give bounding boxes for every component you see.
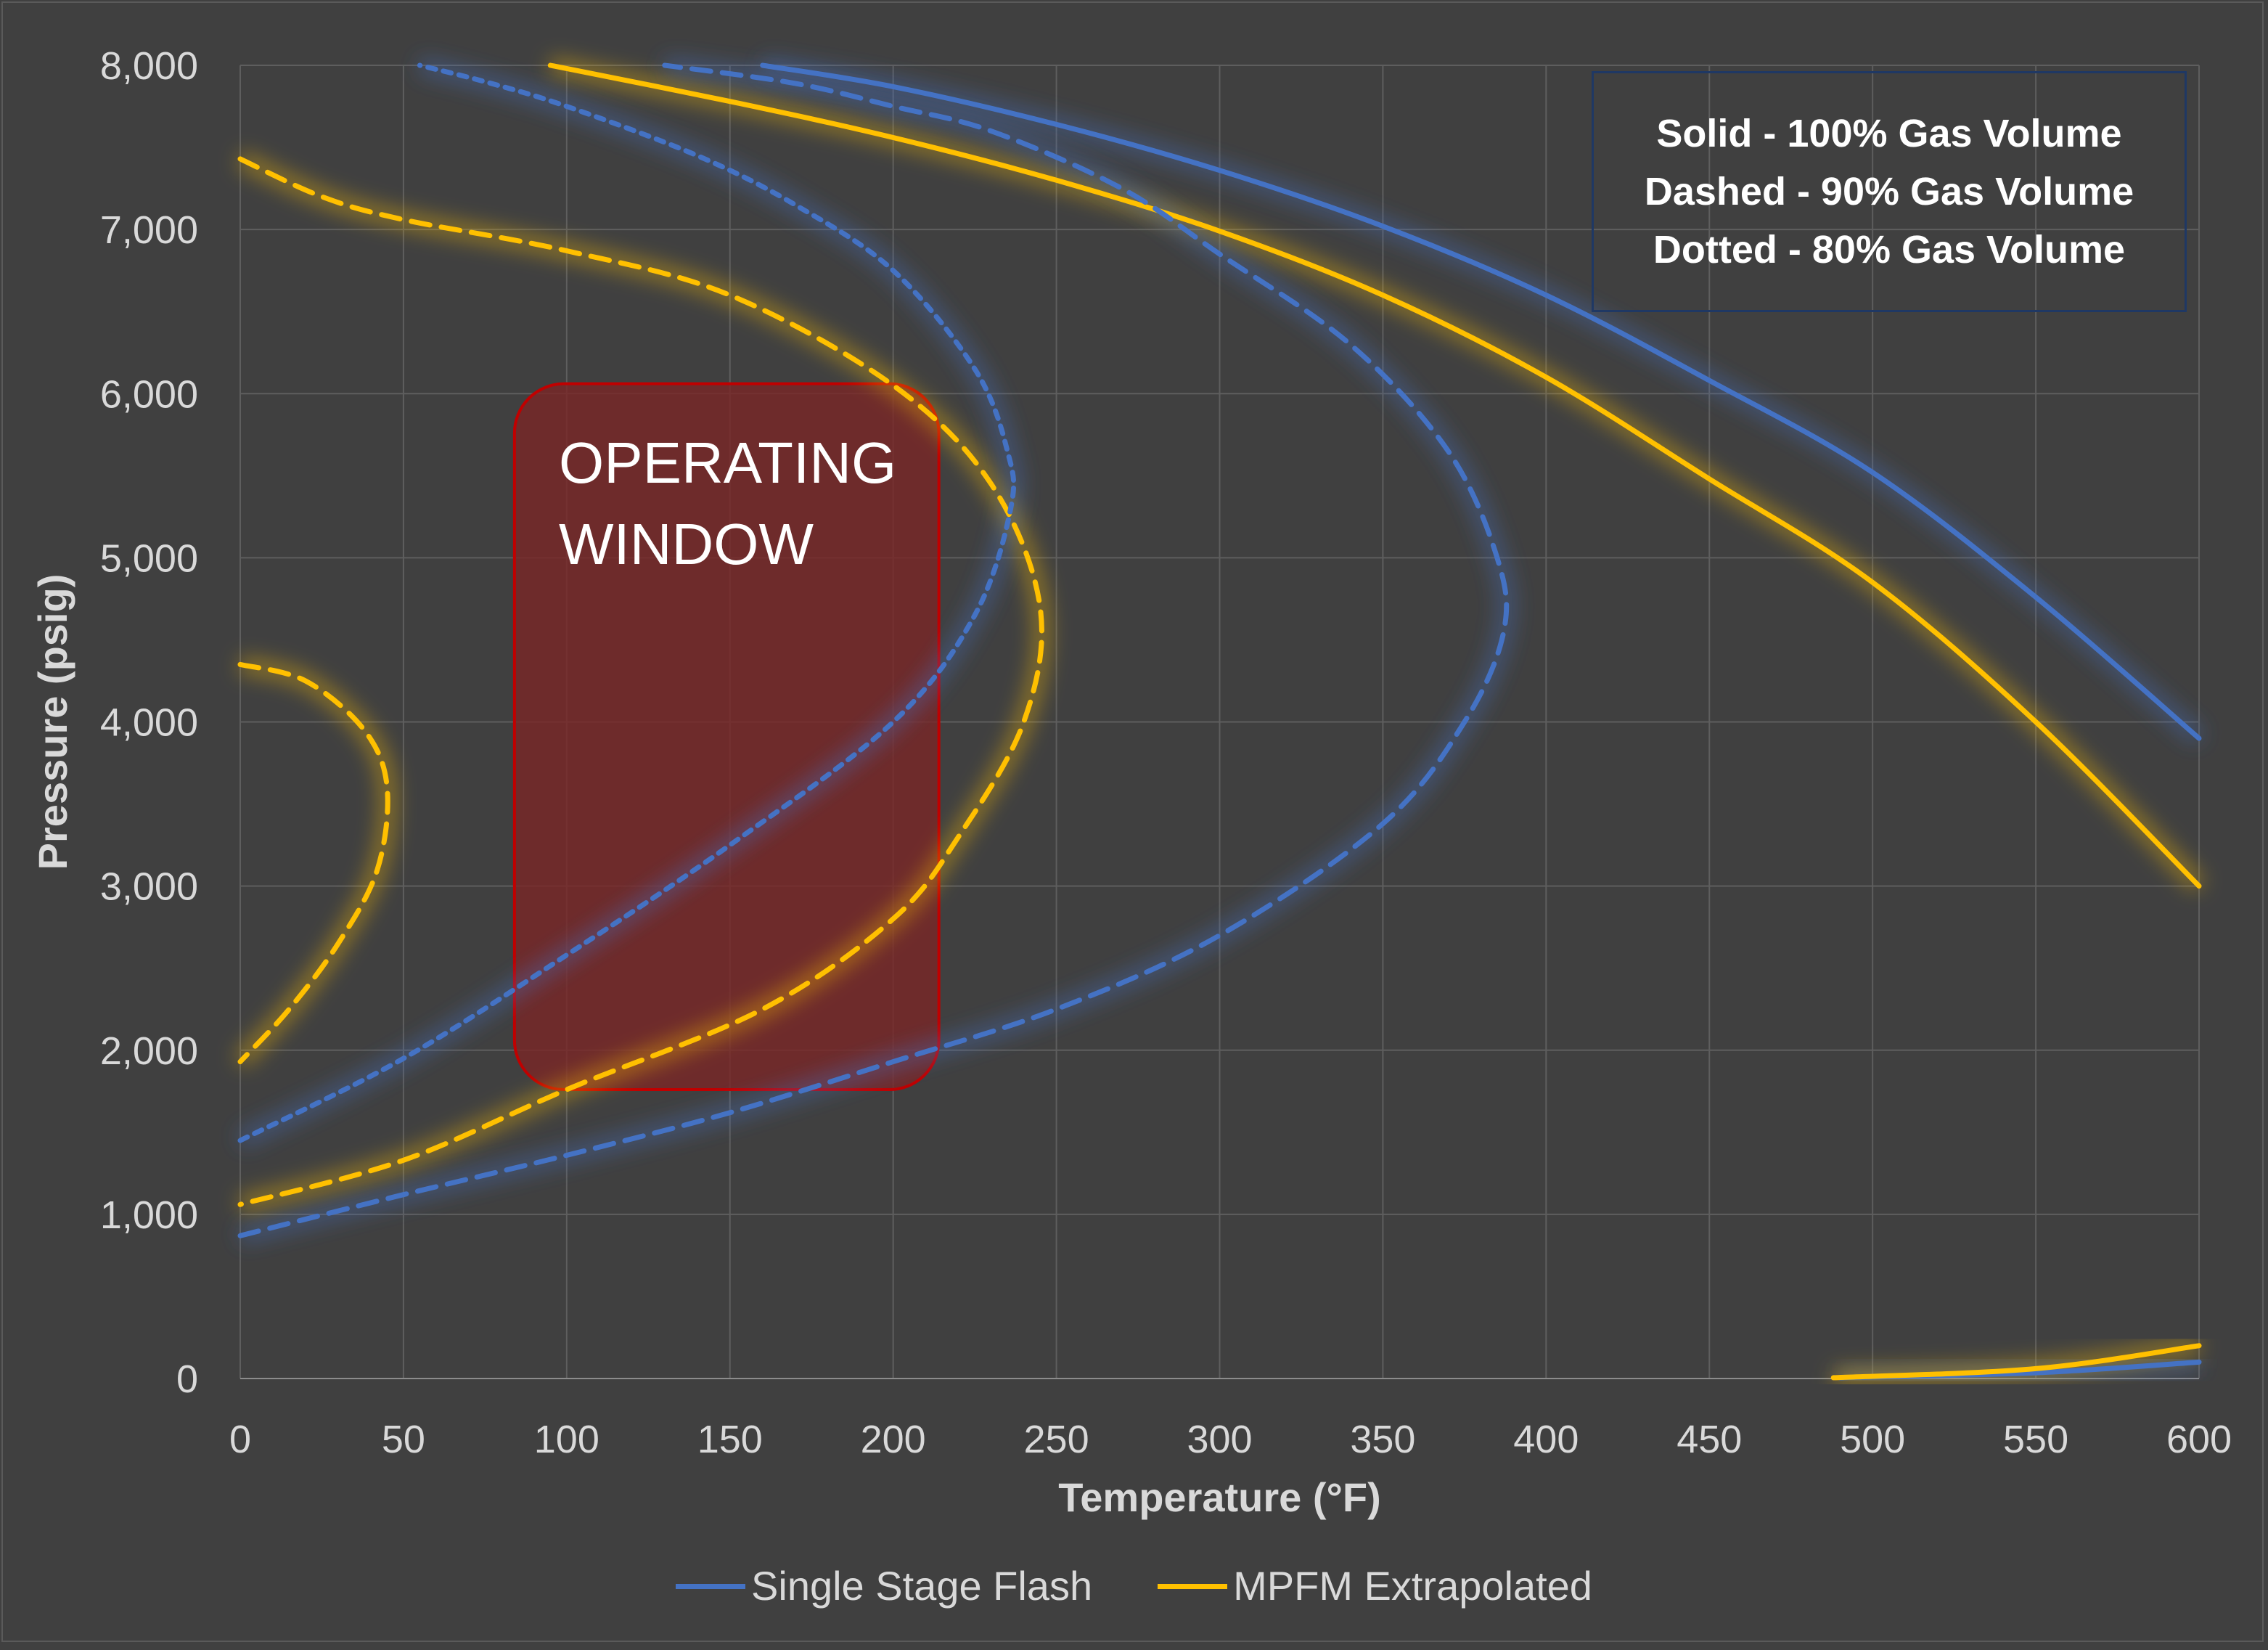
series-line-single-stage-flash-dotted [237, 62, 1017, 1143]
x-tick-label: 0 [229, 1418, 251, 1461]
annotation-solid: Solid - 100% Gas Volume [1656, 112, 2122, 155]
series-line-single-stage-flash-solid [760, 62, 2202, 741]
series-line-mpfm-extrapolated-solid [547, 62, 2202, 889]
x-tick-label: 300 [1187, 1418, 1252, 1461]
x-axis-title: Temperature (°F) [1058, 1474, 1381, 1520]
legend-label-mpfm-extrapolated: MPFM Extrapolated [1233, 1563, 1592, 1609]
x-tick-label: 150 [697, 1418, 763, 1461]
legend-swatch-mpfm-extrapolated [1158, 1583, 1228, 1589]
series-line-mpfm-extrapolated-dashed [237, 661, 390, 1065]
x-tick-label: 350 [1350, 1418, 1415, 1461]
x-tick-label: 400 [1513, 1418, 1579, 1461]
y-axis-title: Pressure (psig) [30, 574, 75, 870]
y-tick-label: 1,000 [100, 1193, 198, 1237]
x-tick-label: 50 [382, 1418, 425, 1461]
x-tick-label: 200 [861, 1418, 926, 1461]
line-style-annotation-box: Solid - 100% Gas Volume Dashed - 90% Gas… [1592, 71, 2187, 312]
y-tick-label: 8,000 [100, 44, 198, 88]
series-line-mpfm-extrapolated-solid [1830, 1343, 2202, 1381]
y-tick-label: 4,000 [100, 701, 198, 745]
y-tick-label: 2,000 [100, 1029, 198, 1073]
series-legend: Single Stage Flash MPFM Extrapolated [0, 1561, 2268, 1612]
series-line-single-stage-flash-dashed [237, 62, 1510, 1238]
legend-item-single-stage-flash[interactable]: Single Stage Flash [676, 1561, 1092, 1612]
x-tick-label: 250 [1024, 1418, 1089, 1461]
x-tick-label: 450 [1677, 1418, 1742, 1461]
annotation-dashed: Dashed - 90% Gas Volume [1644, 170, 2134, 213]
y-tick-label: 7,000 [100, 208, 198, 252]
series-glow-mpfm-extrapolated [234, 656, 396, 1068]
y-tick-label: 5,000 [100, 536, 198, 580]
legend-item-mpfm-extrapolated[interactable]: MPFM Extrapolated [1158, 1561, 1592, 1612]
series-line-mpfm-extrapolated-dashed [237, 156, 1044, 1207]
y-tick-label: 6,000 [100, 372, 198, 416]
operating-window-label-line-2: WINDOW [559, 512, 814, 576]
operating-window-label: OPERATING WINDOW [559, 422, 936, 585]
legend-label-single-stage-flash: Single Stage Flash [751, 1563, 1093, 1609]
x-tick-label: 100 [534, 1418, 599, 1461]
x-tick-label: 600 [2166, 1418, 2232, 1461]
legend-swatch-single-stage-flash [676, 1583, 746, 1589]
y-tick-label: 3,000 [100, 865, 198, 909]
y-tick-label: 0 [176, 1357, 198, 1401]
x-tick-label: 500 [1840, 1418, 1905, 1461]
x-tick-label: 550 [2003, 1418, 2068, 1461]
operating-window-label-line-1: OPERATING [559, 430, 897, 495]
annotation-dotted: Dotted - 80% Gas Volume [1653, 228, 2126, 271]
